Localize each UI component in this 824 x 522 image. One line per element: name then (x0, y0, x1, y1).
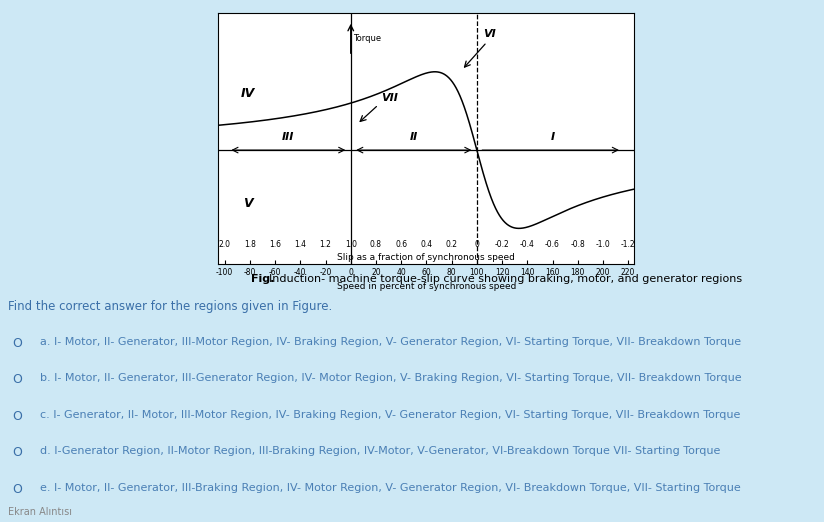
Text: -0.6: -0.6 (545, 240, 560, 249)
Text: 0: 0 (475, 240, 480, 249)
Text: Slip as a fraction of synchronous speed: Slip as a fraction of synchronous speed (338, 254, 515, 263)
X-axis label: Speed in percent of synchronous speed: Speed in percent of synchronous speed (337, 282, 516, 291)
Text: O: O (12, 483, 22, 496)
Text: -0.8: -0.8 (570, 240, 585, 249)
Text: 0.2: 0.2 (446, 240, 457, 249)
Text: 0.6: 0.6 (396, 240, 407, 249)
Text: 1.6: 1.6 (269, 240, 281, 249)
Text: 0.4: 0.4 (420, 240, 433, 249)
Text: Fig.: Fig. (251, 274, 279, 284)
Text: O: O (12, 373, 22, 386)
Text: a. I- Motor, II- Generator, III-Motor Region, IV- Braking Region, V- Generator R: a. I- Motor, II- Generator, III-Motor Re… (40, 337, 741, 347)
Text: 1.8: 1.8 (244, 240, 255, 249)
Text: -1.0: -1.0 (596, 240, 611, 249)
Text: 1.0: 1.0 (344, 240, 357, 249)
Text: -1.2: -1.2 (620, 240, 635, 249)
Text: IV: IV (241, 87, 255, 100)
Text: O: O (12, 410, 22, 423)
Text: V: V (242, 197, 252, 210)
Text: VI: VI (483, 29, 496, 39)
Text: 2.0: 2.0 (218, 240, 231, 249)
Text: Find the correct answer for the regions given in Figure.: Find the correct answer for the regions … (8, 300, 333, 313)
Text: VII: VII (381, 93, 398, 103)
Text: O: O (12, 337, 22, 350)
Text: II: II (410, 132, 418, 143)
Text: d. I-Generator Region, II-Motor Region, III-Braking Region, IV-Motor, V-Generato: d. I-Generator Region, II-Motor Region, … (40, 446, 720, 456)
Text: e. I- Motor, II- Generator, III-Braking Region, IV- Motor Region, V- Generator R: e. I- Motor, II- Generator, III-Braking … (40, 483, 740, 493)
Text: O: O (12, 446, 22, 459)
Text: Torque: Torque (353, 34, 382, 43)
Text: 0.8: 0.8 (370, 240, 382, 249)
Text: 1.4: 1.4 (294, 240, 307, 249)
Text: -0.4: -0.4 (520, 240, 535, 249)
Text: b. I- Motor, II- Generator, III-Generator Region, IV- Motor Region, V- Braking R: b. I- Motor, II- Generator, III-Generato… (40, 373, 741, 383)
Text: 1.2: 1.2 (320, 240, 331, 249)
Text: I: I (550, 132, 555, 143)
Text: III: III (282, 132, 294, 143)
Text: Induction- machine torque-slip curve showing braking, motor, and generator regio: Induction- machine torque-slip curve sho… (269, 274, 742, 284)
Text: c. I- Generator, II- Motor, III-Motor Region, IV- Braking Region, V- Generator R: c. I- Generator, II- Motor, III-Motor Re… (40, 410, 740, 420)
Text: -0.2: -0.2 (494, 240, 509, 249)
Text: Ekran Alıntısı: Ekran Alıntısı (8, 507, 73, 517)
